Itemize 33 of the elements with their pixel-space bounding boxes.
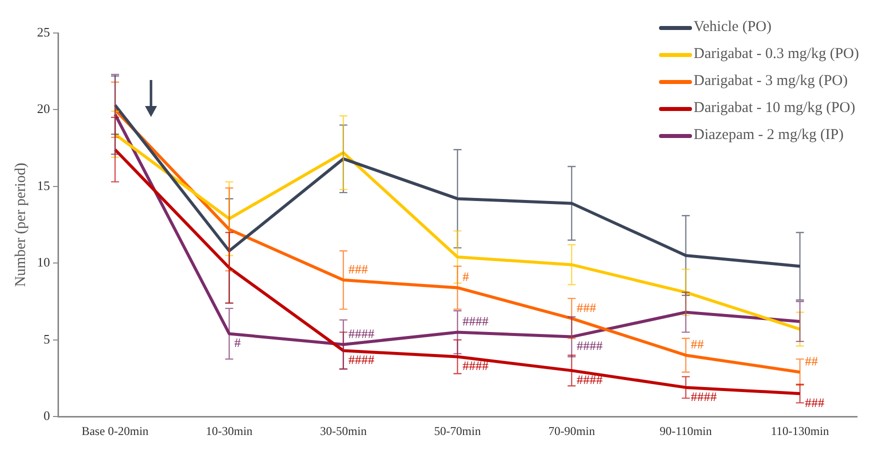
legend-label: Darigabat - 10 mg/kg (PO) [694, 100, 856, 117]
y-tick-label: 10 [37, 254, 50, 270]
annotation: #### [690, 388, 718, 404]
y-tick-label: 5 [44, 331, 50, 346]
annotation: ### [804, 395, 825, 410]
x-tick-label: 50-70min [434, 424, 481, 438]
annotation: ### [576, 300, 597, 315]
annotation: #### [462, 358, 489, 374]
y-tick-label: 20 [37, 101, 50, 116]
x-tick-label: 90-110min [660, 424, 712, 438]
legend-label: Darigabat - 3 mg/kg (PO) [694, 73, 848, 90]
legend-label: Darigabat - 0.3 mg/kg (PO) [694, 46, 859, 63]
y-tick-label: 25 [37, 24, 50, 40]
annotation: ### [348, 261, 368, 276]
annotation: ## [690, 336, 704, 352]
x-tick-label: 70-90min [548, 424, 595, 438]
annotation: #### [348, 352, 375, 368]
x-tick-label: 10-30min [206, 424, 253, 438]
y-tick-label: 15 [37, 178, 50, 193]
annotation: # [234, 335, 242, 350]
legend-label: Vehicle (PO) [694, 19, 772, 36]
annotation: #### [576, 338, 604, 354]
x-tick-label: 30-50min [320, 424, 367, 438]
annotation: #### [462, 314, 489, 329]
annotation: ## [804, 354, 818, 369]
x-tick-label: 110-130min [770, 424, 830, 438]
legend-label: Diazepam - 2 mg/kg (IP) [694, 127, 844, 144]
y-axis-title: Number (per period) [12, 162, 29, 287]
annotation: #### [348, 326, 375, 341]
y-tick-label: 0 [44, 408, 50, 424]
x-tick-label: Base 0-20min [82, 424, 149, 438]
annotation: #### [576, 372, 604, 387]
annotation: # [462, 269, 470, 284]
